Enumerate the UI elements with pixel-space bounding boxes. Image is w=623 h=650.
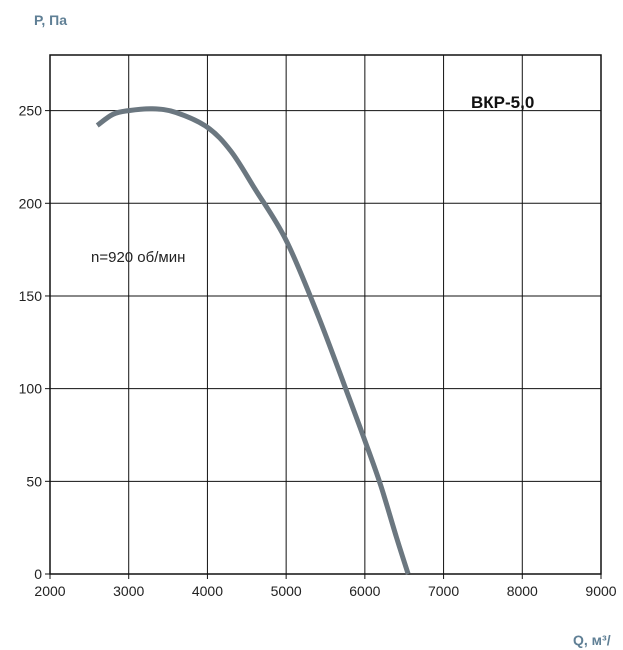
y-tick-label-5: 250	[19, 103, 43, 119]
y-axis-title: Р, Па	[34, 12, 67, 28]
speed-annotation: n=920 об/мин	[91, 249, 185, 266]
plot-frame	[49, 54, 602, 575]
x-tick-label-0: 2000	[34, 583, 65, 599]
y-tick-label-0: 0	[34, 566, 42, 582]
x-tick-label-1: 3000	[113, 583, 144, 599]
y-tick-label-1: 50	[26, 473, 42, 489]
y-tick-label-4: 200	[19, 195, 43, 211]
y-tick-label-3: 150	[19, 288, 43, 304]
x-tick-label-5: 7000	[428, 583, 459, 599]
x-tick-labels: 2000 3000 4000 5000 6000 7000 8000 9000	[34, 574, 617, 599]
x-tick-label-3: 5000	[271, 583, 302, 599]
y-tick-labels: 0 50 100 150 200 250	[19, 103, 50, 582]
x-tick-label-2: 4000	[192, 583, 223, 599]
grid	[49, 54, 602, 575]
series-layer	[95, 106, 411, 575]
chart-title: ВКР-5,0	[471, 93, 534, 112]
x-axis-title: Q, м³/	[573, 632, 611, 648]
x-tick-label-7: 9000	[585, 583, 616, 599]
y-tick-label-2: 100	[19, 381, 43, 397]
x-tick-label-4: 6000	[349, 583, 380, 599]
series-line-0	[95, 106, 411, 575]
x-tick-label-6: 8000	[507, 583, 538, 599]
